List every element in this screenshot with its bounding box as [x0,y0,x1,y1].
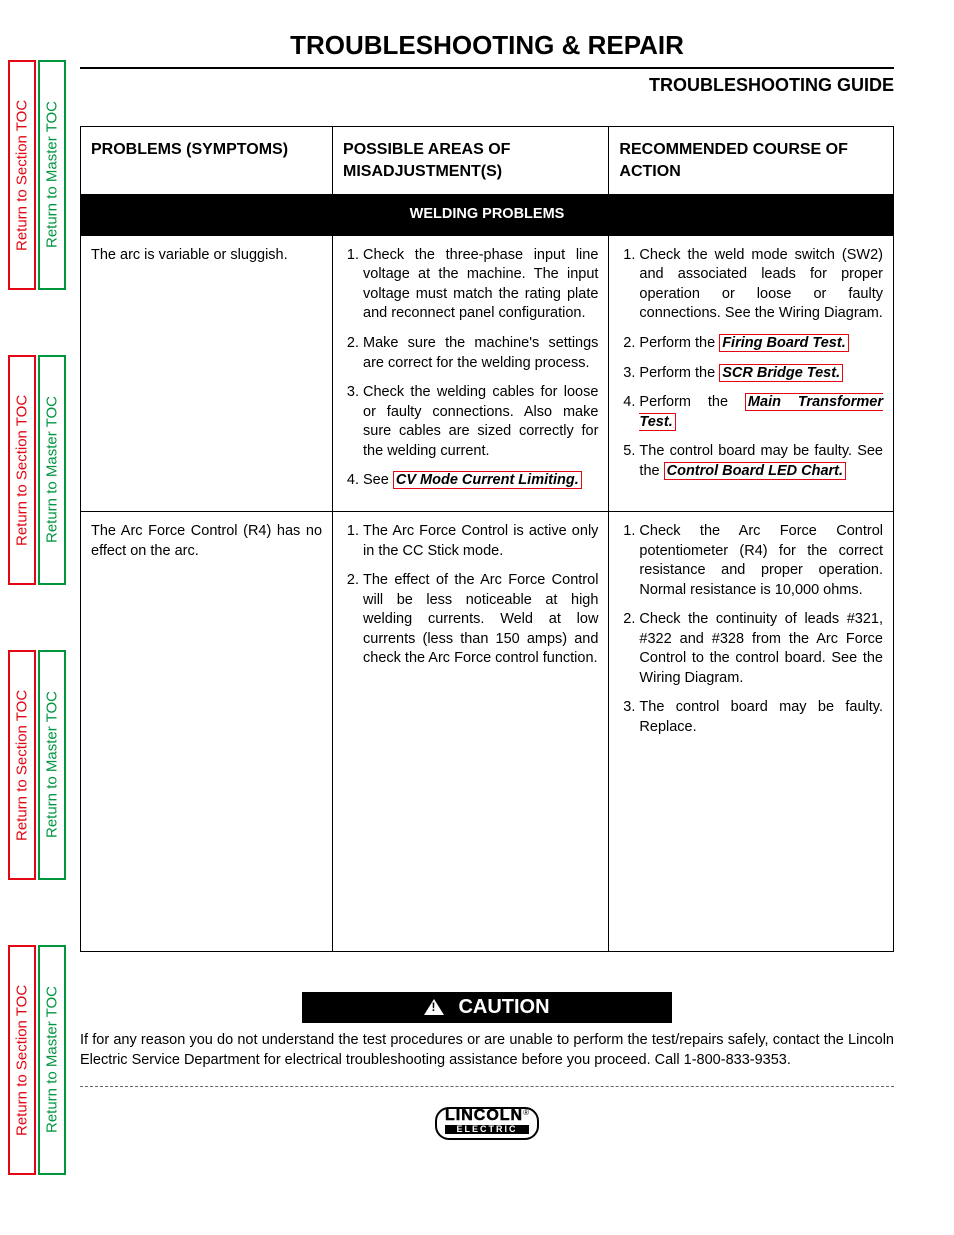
cell-action: Check the weld mode switch (SW2) and ass… [609,235,894,511]
brand-logo: LINCOLN® ELECTRIC [80,1107,894,1140]
link-control-board-led-chart[interactable]: Control Board LED Chart. [664,462,846,480]
return-master-toc-tab[interactable]: Return to Master TOC [38,60,66,290]
text: Perform the [639,365,719,381]
warning-icon [424,999,444,1015]
list-item: Check the Arc Force Control potentiomete… [639,522,883,600]
logo-bottom: ELECTRIC [445,1125,529,1134]
list-item: The control board may be faulty. See the… [639,442,883,481]
troubleshooting-table: PROBLEMS (SYMPTOMS) POSSIBLE AREAS OF MI… [80,126,894,952]
return-section-toc-tab[interactable]: Return to Section TOC [8,60,36,290]
link-firing-board-test[interactable]: Firing Board Test. [719,334,849,352]
page-title: TROUBLESHOOTING & REPAIR [80,30,894,69]
list-item: Check the welding cables for loose or fa… [363,383,598,461]
cell-possible: The Arc Force Control is active only in … [333,511,609,951]
caution-text: If for any reason you do not understand … [80,1031,894,1070]
text: See [363,472,393,488]
link-cv-mode[interactable]: CV Mode Current Limiting. [393,471,582,489]
col-action: RECOMMENDED COURSE OF ACTION [609,127,894,195]
list-item: The effect of the Arc Force Control will… [363,571,598,669]
list-item: Perform the Main Transformer Test. [639,393,883,432]
list-item: Perform the SCR Bridge Test. [639,364,883,384]
text: Perform the [639,335,719,351]
col-possible: POSSIBLE AREAS OF MISADJUSTMENT(S) [333,127,609,195]
cell-action: Check the Arc Force Control potentiomete… [609,511,894,951]
caution-label: CAUTION [458,996,549,1019]
list-item: Check the continuity of leads #321, #322… [639,610,883,688]
text: Perform the [639,394,745,410]
link-scr-bridge-test[interactable]: SCR Bridge Test. [719,364,843,382]
return-master-toc-tab[interactable]: Return to Master TOC [38,355,66,585]
list-item: The control board may be faulty. Replace… [639,698,883,737]
return-master-toc-tab[interactable]: Return to Master TOC [38,945,66,1175]
col-problems: PROBLEMS (SYMPTOMS) [81,127,333,195]
caution-bar: CAUTION [302,992,672,1023]
list-item: Perform the Firing Board Test. [639,334,883,354]
list-item: Check the weld mode switch (SW2) and ass… [639,246,883,324]
section-band: WELDING PROBLEMS [81,195,894,236]
cell-possible: Check the three-phase input line voltage… [333,235,609,511]
registered-icon: ® [523,1108,529,1117]
return-section-toc-tab[interactable]: Return to Section TOC [8,650,36,880]
cell-problem: The arc is variable or sluggish. [81,235,333,511]
return-section-toc-tab[interactable]: Return to Section TOC [8,355,36,585]
list-item: See CV Mode Current Limiting. [363,471,598,491]
list-item: Make sure the machine's settings are cor… [363,334,598,373]
table-row: The arc is variable or sluggish. Check t… [81,235,894,511]
divider [80,1086,894,1087]
list-item: Check the three-phase input line voltage… [363,246,598,324]
page-subtitle: TROUBLESHOOTING GUIDE [80,75,894,96]
return-section-toc-tab[interactable]: Return to Section TOC [8,945,36,1175]
logo-top: LINCOLN [445,1107,523,1124]
list-item: The Arc Force Control is active only in … [363,522,598,561]
return-master-toc-tab[interactable]: Return to Master TOC [38,650,66,880]
cell-problem: The Arc Force Control (R4) has no effect… [81,511,333,951]
table-row: The Arc Force Control (R4) has no effect… [81,511,894,951]
